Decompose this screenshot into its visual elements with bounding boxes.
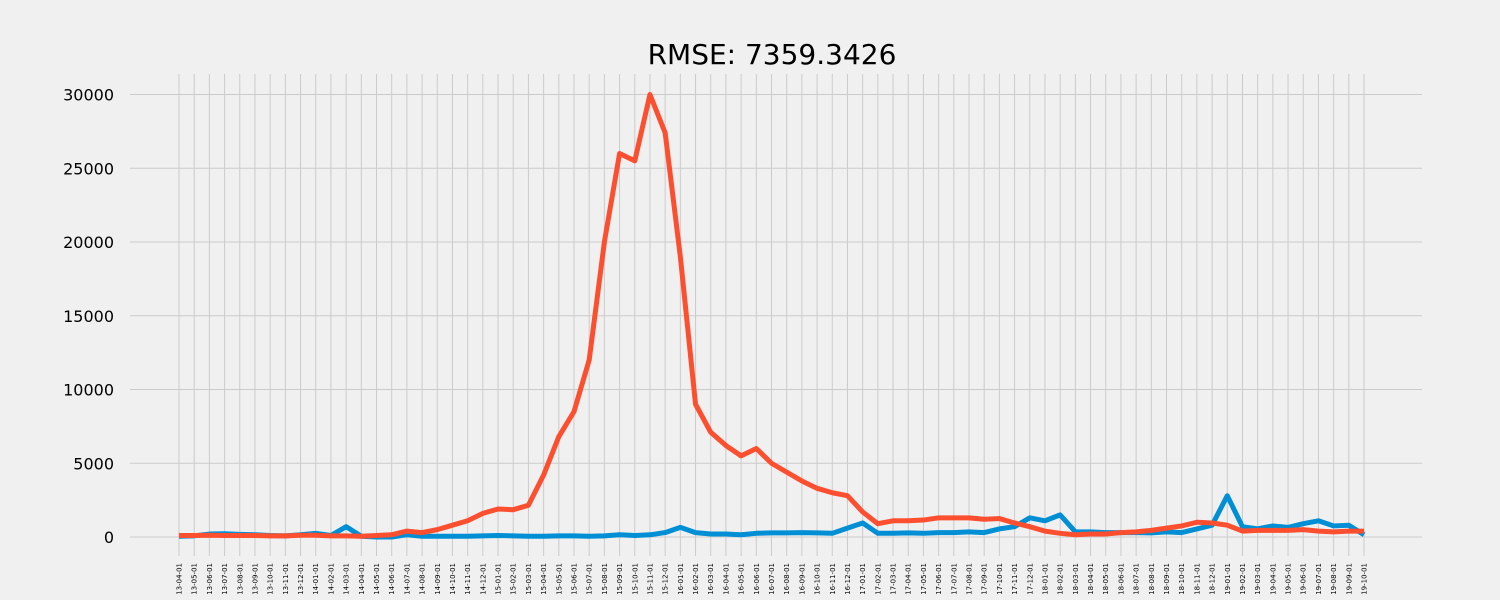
y-tick-label: 25000 xyxy=(63,159,114,178)
x-tick-label: 19-07-01 xyxy=(1315,563,1323,595)
x-tick-label: 16-10-01 xyxy=(814,563,822,595)
x-tick-label: 15-05-01 xyxy=(555,563,563,595)
y-tick-label: 10000 xyxy=(63,381,114,400)
x-axis-tick-labels: 13-04-01 13-05-01 13-06-01 13-07-01 13-08-01… xyxy=(176,563,1369,595)
x-tick-label: 15-04-01 xyxy=(540,563,548,595)
x-tick-label: 19-09-01 xyxy=(1345,563,1353,595)
x-tick-label: 17-05-01 xyxy=(920,563,928,595)
x-tick-label: 17-12-01 xyxy=(1026,563,1034,595)
x-tick-label: 19-04-01 xyxy=(1269,563,1277,595)
x-tick-label: 13-12-01 xyxy=(297,563,305,595)
x-tick-label: 19-05-01 xyxy=(1285,563,1293,595)
x-tick-label: 13-07-01 xyxy=(221,563,229,595)
x-tick-label: 14-04-01 xyxy=(358,563,366,595)
y-tick-label: 15000 xyxy=(63,307,114,326)
y-tick-label: 20000 xyxy=(63,233,114,252)
vertical-gridlines xyxy=(178,74,1365,556)
x-tick-label: 15-09-01 xyxy=(616,563,624,595)
x-tick-label: 17-10-01 xyxy=(996,563,1004,595)
x-tick-label: 14-08-01 xyxy=(419,563,427,595)
x-tick-label: 18-09-01 xyxy=(1163,563,1171,595)
x-tick-label: 18-12-01 xyxy=(1209,563,1217,595)
x-tick-label: 19-08-01 xyxy=(1330,563,1338,595)
x-tick-label: 16-11-01 xyxy=(829,563,837,595)
x-tick-label: 16-07-01 xyxy=(768,563,776,595)
x-tick-label: 16-12-01 xyxy=(844,563,852,595)
x-tick-label: 18-02-01 xyxy=(1057,563,1065,595)
x-tick-label: 18-05-01 xyxy=(1102,563,1110,595)
x-tick-label: 17-09-01 xyxy=(981,563,989,595)
x-tick-label: 16-09-01 xyxy=(798,563,806,595)
x-tick-label: 13-06-01 xyxy=(206,563,214,595)
x-tick-label: 19-01-01 xyxy=(1224,563,1232,595)
x-tick-label: 13-08-01 xyxy=(236,563,244,595)
x-tick-label: 18-11-01 xyxy=(1193,563,1201,595)
x-tick-label: 15-07-01 xyxy=(586,563,594,595)
x-tick-label: 14-06-01 xyxy=(388,563,396,595)
x-tick-label: 16-01-01 xyxy=(677,563,685,595)
series-line-2 xyxy=(179,92,1364,539)
y-tick-label: 0 xyxy=(104,528,114,547)
chart-title: RMSE: 7359.3426 xyxy=(648,38,897,71)
x-tick-label: 15-12-01 xyxy=(662,563,670,595)
x-tick-label: 17-08-01 xyxy=(966,563,974,595)
series-lines xyxy=(178,92,1366,540)
x-tick-label: 17-04-01 xyxy=(905,563,913,595)
x-tick-label: 18-03-01 xyxy=(1072,563,1080,595)
x-tick-label: 17-02-01 xyxy=(874,563,882,595)
x-tick-label: 19-06-01 xyxy=(1300,563,1308,595)
x-tick-label: 18-10-01 xyxy=(1178,563,1186,595)
x-tick-label: 17-06-01 xyxy=(935,563,943,595)
x-tick-label: 15-06-01 xyxy=(571,563,579,595)
x-tick-label: 18-08-01 xyxy=(1148,563,1156,595)
x-tick-label: 15-02-01 xyxy=(510,563,518,595)
x-tick-label: 18-07-01 xyxy=(1133,563,1141,595)
y-tick-label: 5000 xyxy=(73,454,114,473)
x-tick-label: 14-09-01 xyxy=(434,563,442,595)
x-tick-label: 14-02-01 xyxy=(327,563,335,595)
x-tick-label: 18-06-01 xyxy=(1117,563,1125,595)
x-tick-label: 17-01-01 xyxy=(859,563,867,595)
x-tick-label: 16-06-01 xyxy=(753,563,761,595)
x-tick-label: 17-11-01 xyxy=(1011,563,1019,595)
x-tick-label: 15-01-01 xyxy=(495,563,503,595)
x-tick-label: 18-01-01 xyxy=(1041,563,1049,595)
x-tick-label: 15-11-01 xyxy=(646,563,654,595)
x-tick-label: 19-02-01 xyxy=(1239,563,1247,595)
x-tick-label: 16-03-01 xyxy=(707,563,715,595)
y-tick-label: 30000 xyxy=(63,86,114,105)
x-tick-label: 13-05-01 xyxy=(191,563,199,595)
y-axis-tick-labels: 0 5000 10000 15000 20000 25000 30000 xyxy=(63,86,114,548)
x-tick-label: 19-10-01 xyxy=(1361,563,1369,595)
x-tick-label: 18-04-01 xyxy=(1087,563,1095,595)
x-tick-label: 13-09-01 xyxy=(251,563,259,595)
x-tick-label: 13-10-01 xyxy=(267,563,275,595)
x-tick-label: 14-10-01 xyxy=(449,563,457,595)
x-tick-label: 19-03-01 xyxy=(1254,563,1262,595)
x-tick-label: 14-11-01 xyxy=(464,563,472,595)
x-tick-label: 13-11-01 xyxy=(282,563,290,595)
x-tick-label: 15-08-01 xyxy=(601,563,609,595)
x-tick-label: 16-04-01 xyxy=(722,563,730,595)
x-tick-label: 16-05-01 xyxy=(738,563,746,595)
x-tick-label: 14-05-01 xyxy=(373,563,381,595)
x-tick-label: 14-07-01 xyxy=(403,563,411,595)
x-tick-label: 16-02-01 xyxy=(692,563,700,595)
x-tick-label: 16-08-01 xyxy=(783,563,791,595)
x-tick-label: 17-07-01 xyxy=(950,563,958,595)
x-tick-label: 14-01-01 xyxy=(312,563,320,595)
x-tick-label: 17-03-01 xyxy=(890,563,898,595)
x-tick-label: 14-12-01 xyxy=(479,563,487,595)
x-tick-label: 14-03-01 xyxy=(343,563,351,595)
x-tick-label: 13-04-01 xyxy=(176,563,184,595)
x-tick-label: 15-03-01 xyxy=(525,563,533,595)
x-tick-label: 15-10-01 xyxy=(631,563,639,595)
